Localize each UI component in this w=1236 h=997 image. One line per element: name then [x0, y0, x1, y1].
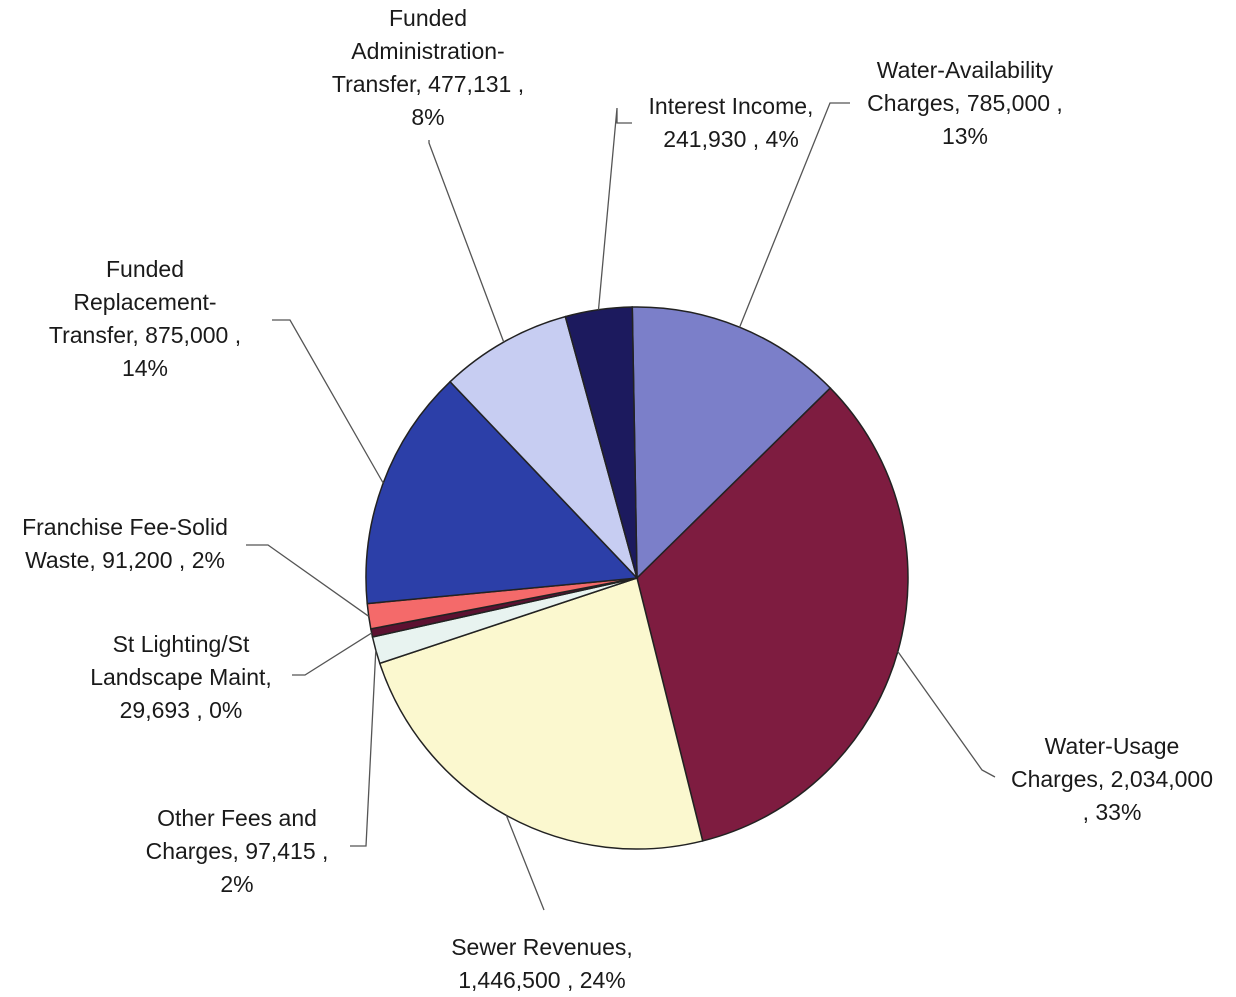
slice-label-sewer-revenues: Sewer Revenues, 1,446,500 , 24%: [451, 934, 633, 993]
pie-slices: [365, 306, 909, 850]
slice-label-line: Charges, 97,415 ,: [146, 838, 329, 864]
pie-slice-sewer-revenues: [378, 577, 704, 850]
slice-label-line: Water-Usage: [1045, 733, 1180, 759]
leader-line-funded-replacement-transfer: [272, 319, 384, 484]
slice-label-line: 2%: [220, 871, 253, 897]
slice-label-line: Replacement-: [73, 289, 216, 315]
slice-label-water-availability-charges: Water-Availability Charges, 785,000 , 13%: [867, 57, 1063, 149]
slice-label-line: Transfer, 477,131 ,: [332, 71, 524, 97]
slice-label-line: Transfer, 875,000 ,: [49, 322, 241, 348]
slice-label-line: Charges, 2,034,000: [1011, 766, 1213, 792]
leader-line-water-availability-charges: [738, 102, 850, 328]
slice-label-line: 13%: [942, 123, 988, 149]
slice-label-water-usage-charges: Water-Usage Charges, 2,034,000 , 33%: [1011, 733, 1213, 825]
slice-label-line: Interest Income,: [649, 93, 814, 119]
slice-label-funded-administration-transfer: Funded Administration- Transfer, 477,131 ,…: [332, 5, 524, 130]
slice-label-line: Charges, 785,000 ,: [867, 90, 1063, 116]
pie-slice-water-availability-charges: [631, 306, 832, 580]
slice-label-line: Other Fees and: [157, 805, 317, 831]
slice-label-line: 241,930 , 4%: [663, 126, 799, 152]
leader-line-sewer-revenues: [505, 815, 545, 911]
slice-label-interest-income: Interest Income, 241,930 , 4%: [649, 93, 814, 152]
slice-label-line: Administration-: [351, 38, 504, 64]
slice-label-funded-replacement-transfer: Funded Replacement- Transfer, 875,000 , 14%: [49, 256, 241, 381]
leader-line-st-lighting-st-landscape-maint: [292, 632, 372, 676]
slice-label-st-lighting-st-landscape-maint: St Lighting/St Landscape Maint, 29,693 , 0…: [90, 631, 272, 723]
leader-line-funded-administration-transfer: [428, 140, 505, 343]
slice-labels: Water-Availability Charges, 785,000 , 13%W…: [22, 5, 1213, 993]
slice-label-line: Sewer Revenues,: [451, 934, 633, 960]
slice-label-franchise-fee-solid-waste: Franchise Fee-Solid Waste, 91,200 , 2%: [22, 514, 228, 573]
slice-label-line: Funded: [389, 5, 467, 31]
slice-label-line: St Lighting/St: [113, 631, 250, 657]
slice-label-line: 1,446,500 , 24%: [458, 967, 626, 993]
slice-label-line: Water-Availability: [877, 57, 1054, 83]
leader-lines: [246, 102, 996, 911]
slice-label-other-fees-and-charges: Other Fees and Charges, 97,415 , 2%: [146, 805, 329, 897]
slice-label-line: Waste, 91,200 , 2%: [25, 547, 225, 573]
slice-label-line: Funded: [106, 256, 184, 282]
slice-label-line: 8%: [411, 104, 444, 130]
slice-label-line: , 33%: [1083, 799, 1142, 825]
leader-line-interest-income: [597, 107, 632, 310]
slice-label-line: Landscape Maint,: [90, 664, 272, 690]
leader-line-franchise-fee-solid-waste: [246, 544, 370, 617]
slice-label-line: 29,693 , 0%: [120, 697, 243, 723]
slice-label-line: 14%: [122, 355, 168, 381]
pie-slice-interest-income: [564, 306, 638, 579]
pie-slice-funded-administration-transfer: [449, 315, 638, 579]
slice-label-line: Franchise Fee-Solid: [22, 514, 228, 540]
leader-line-other-fees-and-charges: [350, 650, 377, 847]
leader-line-water-usage-charges: [897, 651, 996, 778]
